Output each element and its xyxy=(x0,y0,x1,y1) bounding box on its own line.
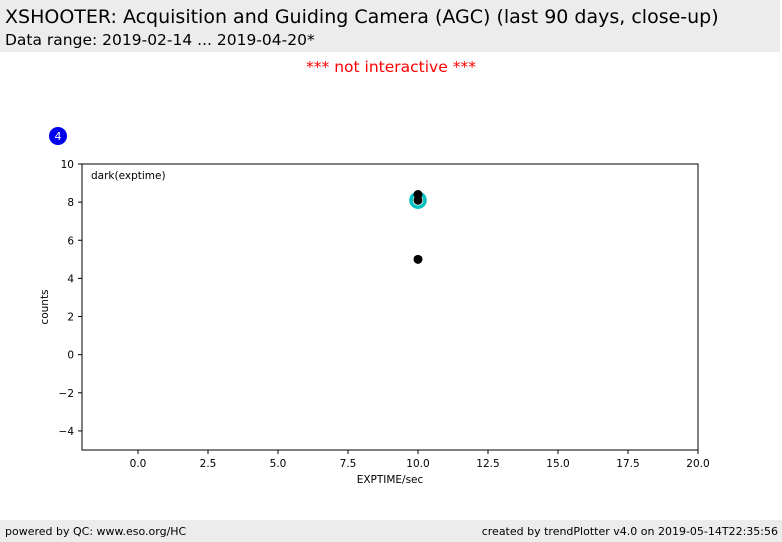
page-title: XSHOOTER: Acquisition and Guiding Camera… xyxy=(5,6,719,28)
y-axis-ticks: −4 −2 0 2 4 6 8 10 xyxy=(59,159,82,438)
footer-created-by: created by trendPlotter v4.0 on 2019-05-… xyxy=(481,525,778,538)
x-tick-label: 10.0 xyxy=(406,458,429,470)
y-tick-label: 10 xyxy=(61,159,74,171)
data-point xyxy=(413,195,423,205)
x-tick-label: 17.5 xyxy=(616,458,639,470)
y-tick-label: 0 xyxy=(67,350,74,362)
data-points xyxy=(409,190,427,264)
x-tick-label: 7.5 xyxy=(340,458,357,470)
x-tick-label: 12.5 xyxy=(476,458,499,470)
plot-number-badge-label: 4 xyxy=(55,130,62,143)
x-tick-label: 5.0 xyxy=(270,458,287,470)
y-tick-label: −4 xyxy=(59,426,75,438)
x-axis-ticks: 0.0 2.5 5.0 7.5 10.0 12.5 15.0 17.5 20.0 xyxy=(130,450,710,470)
y-axis-label: counts xyxy=(39,289,51,324)
footer-bar: powered by QC: www.eso.org/HC created by… xyxy=(0,520,782,542)
footer-powered-by: powered by QC: www.eso.org/HC xyxy=(5,525,187,538)
x-tick-label: 20.0 xyxy=(686,458,709,470)
x-axis-label: EXPTIME/sec xyxy=(357,474,424,486)
data-point xyxy=(413,254,423,264)
plot-frame xyxy=(81,163,699,451)
plot-number-badge-circle xyxy=(49,127,67,145)
y-tick-label: −2 xyxy=(59,388,74,400)
header-bar: XSHOOTER: Acquisition and Guiding Camera… xyxy=(0,0,780,52)
y-tick-label: 8 xyxy=(67,197,74,209)
not-interactive-notice: *** not interactive *** xyxy=(306,58,476,76)
data-range-subtitle: Data range: 2019-02-14 ... 2019-04-20* xyxy=(5,31,315,49)
plot-annotation: dark(exptime) xyxy=(91,170,166,182)
y-tick-label: 4 xyxy=(67,273,74,285)
plot-number-badge: 4 xyxy=(49,127,67,145)
x-tick-label: 15.0 xyxy=(546,458,569,470)
x-tick-label: 2.5 xyxy=(200,458,217,470)
y-tick-label: 2 xyxy=(67,312,74,324)
x-tick-label: 0.0 xyxy=(130,458,147,470)
y-tick-label: 6 xyxy=(67,235,74,247)
